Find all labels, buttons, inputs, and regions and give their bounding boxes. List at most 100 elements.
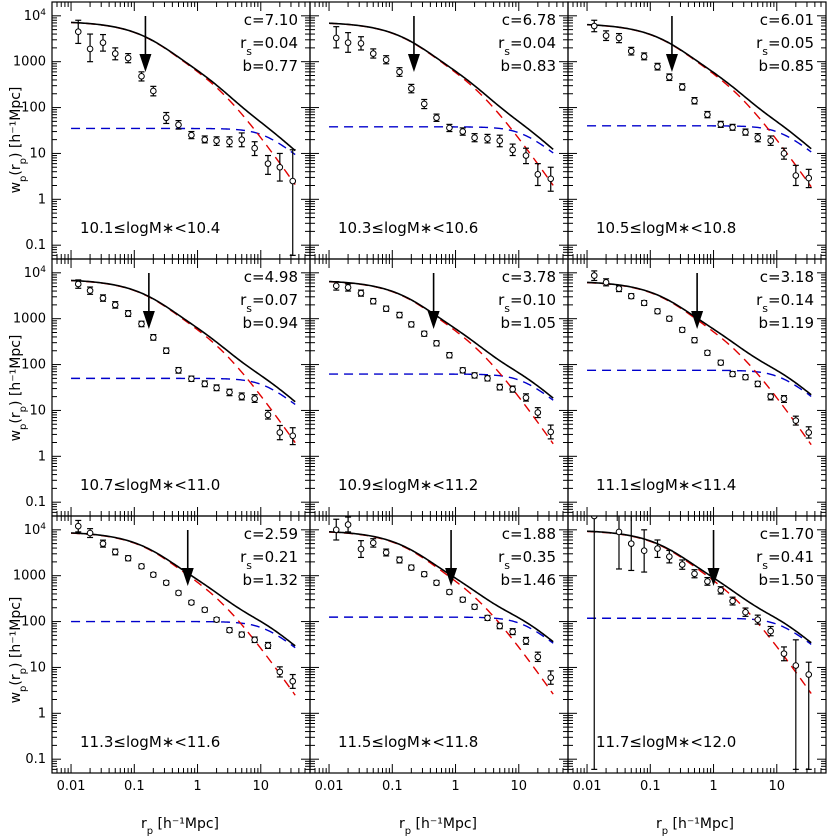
panel-ticks xyxy=(309,258,569,517)
y-tick-label: 100 xyxy=(21,615,46,630)
y-tick-label-base: 10 xyxy=(24,523,41,538)
data-point xyxy=(547,674,555,681)
data-point xyxy=(666,553,673,560)
panel-data-points xyxy=(332,281,555,440)
y-tick-label: 10 xyxy=(29,146,46,161)
param-rs-symbol: r xyxy=(498,291,505,309)
x-tick-label: 0.01 xyxy=(573,779,602,794)
data-point xyxy=(627,292,635,300)
data-point xyxy=(238,631,246,638)
data-point xyxy=(226,138,233,146)
data-point xyxy=(534,409,542,416)
data-point xyxy=(471,603,478,611)
y-axis-title-row-2: wp(rp) [h⁻¹Mpc] xyxy=(8,335,29,442)
panel-data-points xyxy=(590,19,813,189)
arrow-head xyxy=(445,568,458,586)
data-point xyxy=(780,395,788,403)
y-tick-label-base: 1000 xyxy=(13,569,46,584)
two-halo-curve xyxy=(71,127,296,156)
arrow-head xyxy=(665,54,678,72)
y-tick-label: 104 xyxy=(24,8,47,24)
x-tick-label: 0.01 xyxy=(57,779,86,794)
data-point xyxy=(717,587,725,594)
data-point xyxy=(111,301,119,309)
data-point xyxy=(86,529,94,537)
data-point xyxy=(213,384,220,392)
data-point xyxy=(276,668,284,676)
panel-curves xyxy=(71,279,296,444)
param-rs-sub: s xyxy=(246,45,252,58)
data-point xyxy=(509,146,516,154)
data-point xyxy=(357,40,365,47)
data-point xyxy=(666,315,673,322)
arrow-head xyxy=(427,311,440,329)
data-point xyxy=(420,330,428,338)
data-point xyxy=(226,626,233,634)
param-c: c=1.88 xyxy=(502,525,556,543)
data-point xyxy=(780,650,788,657)
data-point xyxy=(150,87,157,95)
param-b: b=0.85 xyxy=(759,57,815,75)
x-tick-label: 10 xyxy=(769,779,786,794)
data-point xyxy=(369,539,377,547)
panel-data-points xyxy=(332,516,555,685)
data-point xyxy=(86,45,94,53)
param-rs-value: =0.21 xyxy=(252,548,298,566)
data-point xyxy=(188,131,195,139)
param-rs-sub: s xyxy=(504,45,510,58)
two-halo-curve xyxy=(587,617,812,645)
x-tick-label: 1 xyxy=(451,779,459,794)
y-tick-label-base: 1 xyxy=(38,449,46,464)
param-rs-value: =0.04 xyxy=(252,34,298,52)
arrow-head xyxy=(407,54,420,72)
data-point xyxy=(742,128,749,136)
param-c: c=2.59 xyxy=(244,525,298,543)
y-tick-label-base: 0.1 xyxy=(25,752,46,767)
data-point xyxy=(264,411,272,419)
two-halo-curve xyxy=(71,377,296,406)
data-point xyxy=(805,429,813,436)
panel-curves xyxy=(71,21,296,185)
data-point xyxy=(627,47,635,55)
x-axis-title-col-2: rp [h⁻¹Mpc] xyxy=(399,816,477,837)
data-point xyxy=(74,280,82,288)
data-point xyxy=(496,622,504,630)
x-axis-title-col-1: rp [h⁻¹Mpc] xyxy=(141,816,219,837)
y-tick-label-exp: 4 xyxy=(40,8,46,18)
panel-ticks xyxy=(51,258,311,517)
data-point xyxy=(717,359,725,366)
data-point xyxy=(704,349,711,357)
data-point xyxy=(111,548,119,556)
x-tick-label: 0.1 xyxy=(124,779,145,794)
data-point xyxy=(615,285,623,293)
data-point xyxy=(691,97,698,105)
panel-frame xyxy=(567,515,827,774)
x-axis-title-col-3: rp [h⁻¹Mpc] xyxy=(656,816,734,837)
data-point xyxy=(496,137,504,144)
total-fit-curve xyxy=(329,531,554,643)
panel-curves xyxy=(587,23,812,188)
param-rs: rs=0.07 xyxy=(240,291,298,315)
data-point xyxy=(754,380,762,388)
data-point xyxy=(408,564,415,571)
y-tick-label: 1000 xyxy=(13,312,46,327)
data-point xyxy=(627,540,635,547)
data-point xyxy=(99,39,107,46)
data-point xyxy=(780,150,788,157)
two-halo-curve xyxy=(587,369,812,397)
data-point xyxy=(433,579,440,587)
param-b: b=1.32 xyxy=(243,571,299,589)
data-point xyxy=(704,578,711,585)
panel-data-points xyxy=(332,26,555,192)
param-rs-sub: s xyxy=(762,559,768,572)
data-point xyxy=(704,111,711,118)
param-rs-sub: s xyxy=(762,302,768,315)
two-halo-curve xyxy=(329,373,554,401)
data-point xyxy=(767,137,774,144)
param-rs-value: =0.41 xyxy=(768,548,814,566)
param-rs-sub: s xyxy=(246,559,252,572)
data-point xyxy=(175,589,182,597)
